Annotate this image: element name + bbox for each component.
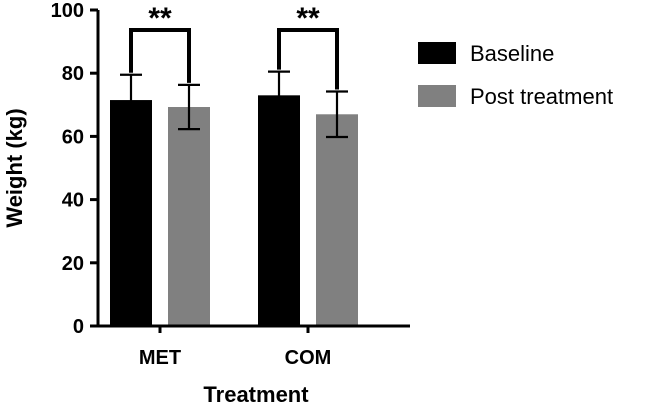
error-bars-layer: [120, 70, 348, 139]
bar-com-baseline: [258, 95, 300, 326]
axes-layer: 0 20 40 60 80 100 MET COM Treatment Weight (kg): [2, 0, 410, 407]
legend-label: Baseline: [470, 41, 554, 66]
y-tick-label-80: 80: [62, 63, 84, 85]
bar-met-baseline: [110, 100, 152, 326]
significance-label-com: **: [296, 2, 320, 35]
error-bar-met-baseline: [120, 73, 142, 127]
x-tick-label-com: COM: [285, 347, 332, 369]
bar-met-post-treatment: [168, 107, 210, 327]
x-axis-title: Treatment: [203, 382, 309, 407]
significance-bracket-met: [129, 28, 191, 83]
legend-swatch: [418, 42, 456, 64]
significance-bracket-com: [277, 28, 339, 90]
x-tick-label-met: MET: [139, 347, 181, 369]
legend-swatch: [418, 85, 456, 107]
y-tick-label-0: 0: [73, 316, 84, 338]
error-bar-com-post-treatment: [326, 90, 348, 139]
y-tick-label-60: 60: [62, 126, 84, 148]
legend-layer: Baseline Post treatment: [418, 41, 613, 109]
bar-com-post-treatment: [316, 114, 358, 326]
y-axis-title: Weight (kg): [2, 108, 27, 227]
y-tick-label-40: 40: [62, 190, 84, 212]
error-bar-met-post-treatment: [178, 83, 200, 131]
y-tick-label-20: 20: [62, 253, 84, 275]
significance-label-met: **: [148, 2, 172, 35]
y-tick-label-100: 100: [51, 0, 84, 22]
significance-layer: ** **: [129, 2, 339, 90]
error-bar-com-baseline: [268, 70, 290, 121]
bars-layer: [110, 95, 358, 327]
legend-item-baseline: Baseline: [418, 41, 554, 66]
legend-item-post-treatment: Post treatment: [418, 84, 613, 109]
legend-label: Post treatment: [470, 84, 613, 109]
